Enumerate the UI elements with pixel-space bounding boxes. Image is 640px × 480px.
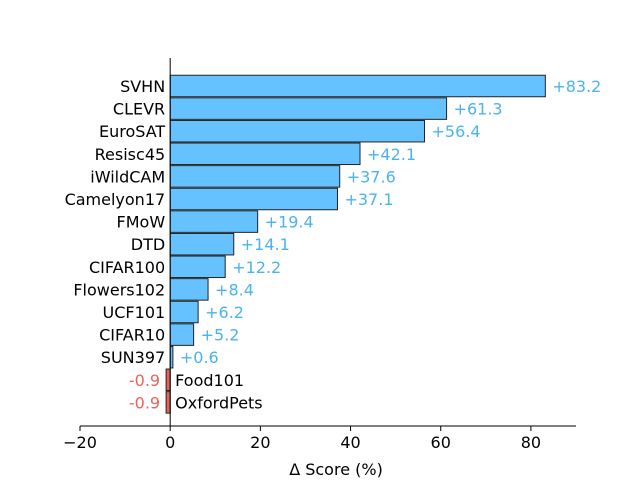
value-label: +14.1	[241, 235, 290, 254]
category-label: SUN397	[101, 348, 165, 367]
bar-iwildcam	[169, 165, 341, 188]
bar-food101	[165, 368, 171, 392]
category-label: CIFAR10	[99, 326, 165, 345]
value-label: +83.2	[552, 77, 601, 96]
category-labels: SVHN CLEVR EuroSAT Resisc45 iWildCAM Camelyon…	[65, 77, 263, 412]
value-label: -0.9	[129, 393, 160, 412]
x-tick-label: 40	[340, 433, 360, 452]
category-label: CIFAR100	[89, 258, 165, 277]
bar-eurosat	[169, 119, 425, 143]
bar-clevr	[169, 97, 448, 120]
value-label: +19.4	[265, 213, 314, 232]
bar-fmow	[169, 210, 259, 233]
category-label: iWildCAM	[90, 167, 165, 186]
bar-dtd	[169, 232, 235, 256]
value-label: +56.4	[431, 122, 480, 141]
category-label: CLEVR	[113, 100, 165, 119]
bar-cifar10	[169, 323, 195, 346]
x-tick-label: 60	[431, 433, 451, 452]
category-label: Camelyon17	[65, 190, 166, 209]
bars-layer	[165, 74, 546, 414]
axes-layer	[80, 58, 576, 427]
value-label: -0.9	[129, 371, 160, 390]
bar-resisc45	[169, 142, 361, 166]
category-label: OxfordPets	[175, 393, 262, 412]
value-labels: +83.2 +61.3 +56.4 +42.1 +37.6 +37.1 +19.4 +14.1…	[129, 77, 601, 412]
bar-svhn	[169, 74, 546, 98]
value-label: +42.1	[367, 145, 416, 164]
category-label: UCF101	[103, 303, 166, 322]
bar-camelyon17	[169, 187, 338, 211]
value-label: +5.2	[201, 326, 240, 345]
x-axis-title: Δ Score (%)	[289, 460, 383, 479]
category-label: DTD	[131, 235, 165, 254]
bar-oxfordpets	[165, 391, 171, 414]
value-label: +0.6	[180, 348, 219, 367]
x-tick-label: 20	[250, 433, 270, 452]
category-label: SVHN	[120, 77, 165, 96]
category-label: Food101	[175, 371, 244, 390]
x-ticks: −20 0 20 40 60 80	[63, 426, 541, 452]
bar-cifar100	[169, 255, 226, 279]
value-label: +61.3	[454, 100, 503, 119]
bar-flowers102	[169, 278, 209, 301]
value-label: +12.2	[232, 258, 281, 277]
bar-ucf101	[169, 300, 199, 324]
x-tick-label: 0	[165, 433, 175, 452]
category-label: Flowers102	[73, 280, 165, 299]
value-label: +37.6	[347, 167, 396, 186]
value-label: +8.4	[215, 280, 254, 299]
value-label: +37.1	[344, 190, 393, 209]
value-label: +6.2	[205, 303, 244, 322]
category-label: FMoW	[117, 213, 166, 232]
x-tick-label: −20	[63, 433, 97, 452]
category-label: Resisc45	[95, 145, 166, 164]
x-tick-label: 80	[521, 433, 541, 452]
category-label: EuroSAT	[99, 122, 165, 141]
